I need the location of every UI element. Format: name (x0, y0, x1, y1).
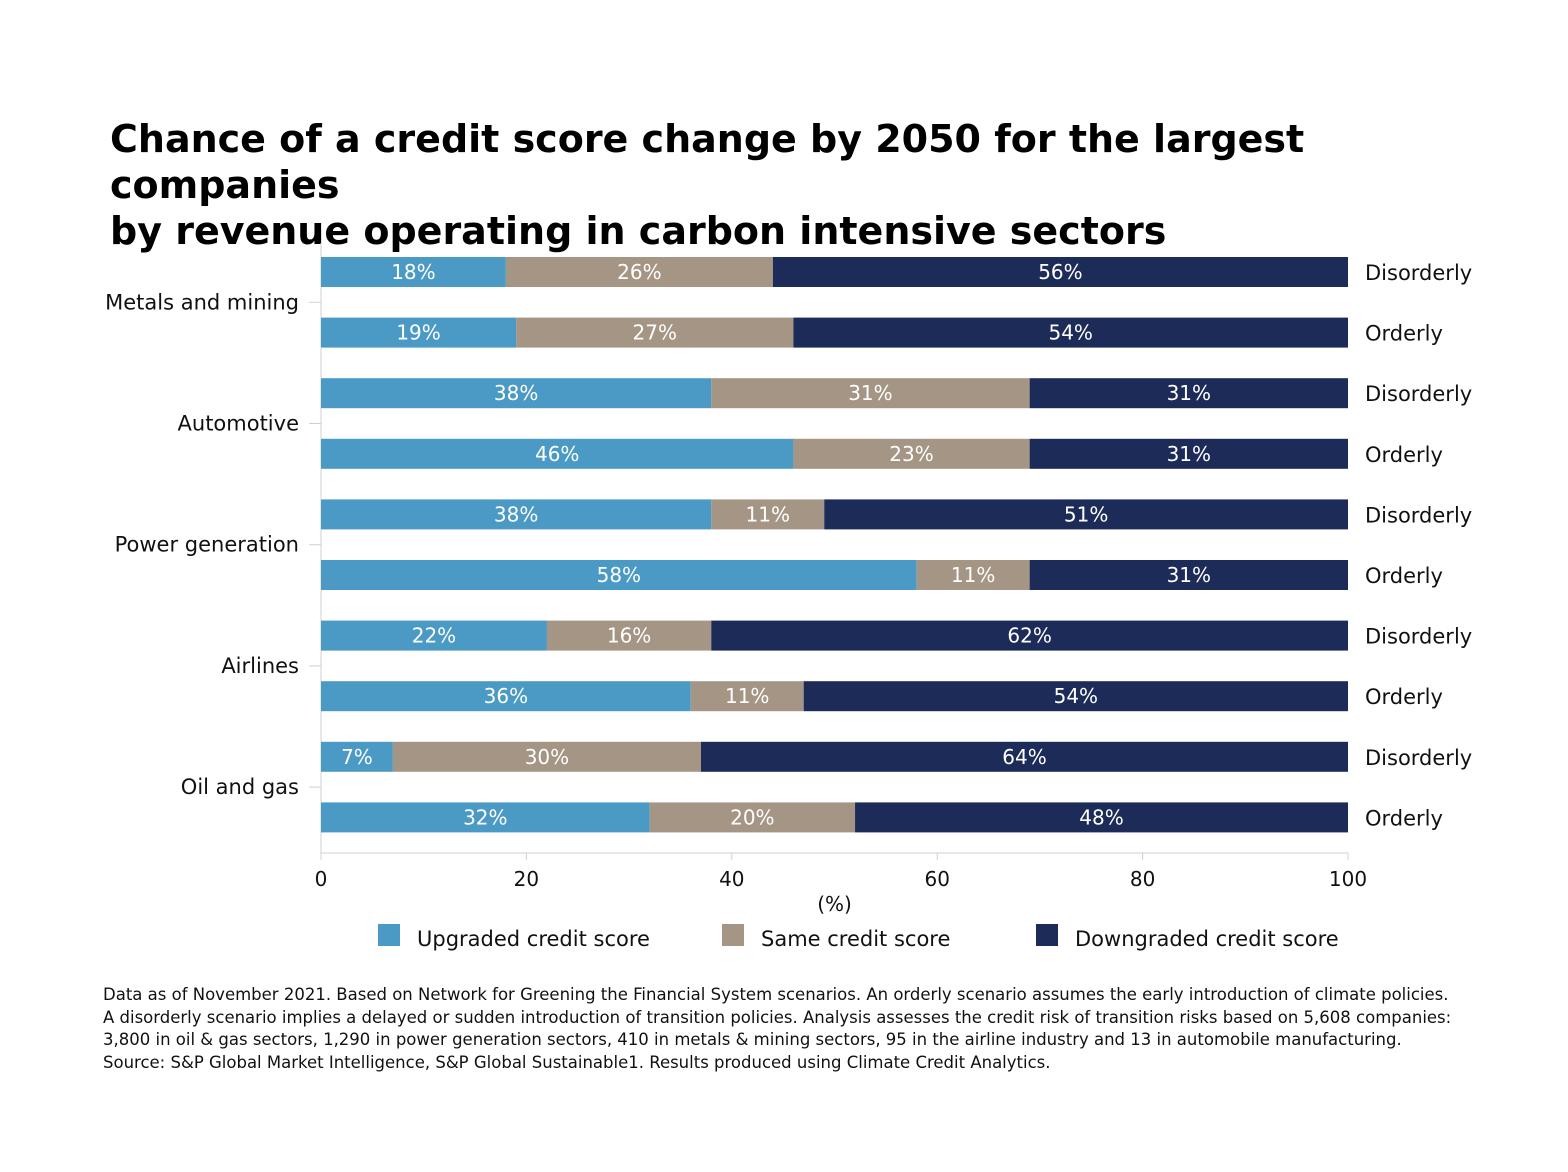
category-label: Oil and gas (181, 775, 299, 799)
footnote-line-1: Data as of November 2021. Based on Netwo… (103, 985, 1449, 1004)
bar-segment-upgraded-credit-score (321, 560, 917, 590)
footnote-line-4: Source: S&P Global Market Intelligence, … (103, 1052, 1051, 1072)
bar-segment-downgraded-credit-score (793, 317, 1348, 348)
bar-segment-same-credit-score (916, 560, 1030, 590)
scenario-label: Disorderly (1365, 746, 1472, 770)
legend-swatch (378, 924, 400, 946)
bar-segment-downgraded-credit-score (711, 620, 1348, 651)
bar-segment-upgraded-credit-score (321, 438, 794, 469)
bar-data-label: 11% (725, 684, 769, 708)
bar-segment-downgraded-credit-score (1029, 378, 1348, 409)
bar-segment-downgraded-credit-score (772, 257, 1348, 287)
bar-data-label: 26% (617, 260, 661, 284)
bar-segment-upgraded-credit-score (321, 378, 712, 409)
category-label: Power generation (115, 533, 299, 557)
legend-label: Downgraded credit score (1075, 927, 1339, 951)
bar-data-label: 31% (1167, 442, 1211, 466)
legend-swatch (1036, 924, 1058, 946)
bar-segment-upgraded-credit-score (321, 317, 517, 348)
bar-segment-downgraded-credit-score (1029, 560, 1348, 590)
bar-data-label: 54% (1048, 321, 1092, 345)
bar-data-label: 46% (535, 442, 579, 466)
bar-data-label: 18% (391, 260, 435, 284)
chart-title-line-1: Chance of a credit score change by 2050 … (110, 117, 1305, 207)
bar-data-label: 23% (889, 442, 933, 466)
category-label: Airlines (221, 654, 299, 678)
scenario-label: Disorderly (1365, 382, 1472, 406)
scenario-label: Orderly (1365, 685, 1443, 709)
x-tick-label: 0 (315, 867, 328, 891)
bar-segment-same-credit-score (711, 499, 825, 530)
scenario-label: Disorderly (1365, 503, 1472, 527)
bar-data-label: 31% (1167, 563, 1211, 587)
bar-data-label: 7% (341, 745, 373, 769)
bar-segment-upgraded-credit-score (321, 620, 547, 651)
chart-title: Chance of a credit score change by 2050 … (110, 116, 1490, 254)
scenario-label: Disorderly (1365, 625, 1472, 649)
bar-data-label: 11% (746, 502, 790, 526)
scenario-label: Orderly (1365, 322, 1443, 346)
scenario-label: Orderly (1365, 564, 1443, 588)
bar-segment-same-credit-score (690, 681, 804, 712)
x-tick-label: 100 (1329, 867, 1367, 891)
chart-title-line-2: by revenue operating in carbon intensive… (110, 209, 1167, 253)
category-label: Metals and mining (105, 290, 299, 314)
bar-data-label: 32% (463, 805, 507, 829)
bar-data-label: 20% (730, 805, 774, 829)
bar-data-label: 38% (494, 381, 538, 405)
bar-data-label: 22% (412, 624, 456, 648)
bar-data-label: 31% (1167, 381, 1211, 405)
bar-segment-same-credit-score (516, 317, 794, 348)
bar-segment-same-credit-score (711, 378, 1030, 409)
footnote-line-2: A disorderly scenario implies a delayed … (103, 1007, 1452, 1027)
bar-segment-upgraded-credit-score (321, 499, 712, 530)
bar-data-label: 30% (525, 745, 569, 769)
footnote-line-3: 3,800 in oil & gas sectors, 1,290 in pow… (103, 1030, 1402, 1050)
bar-segment-same-credit-score (392, 741, 701, 772)
bar-segment-downgraded-credit-score (700, 741, 1348, 772)
bar-segment-downgraded-credit-score (1029, 438, 1348, 469)
bar-segment-same-credit-score (505, 257, 773, 287)
bar-data-label: 19% (396, 321, 440, 345)
bar-segment-same-credit-score (793, 438, 1030, 469)
x-tick-label: 60 (924, 867, 949, 891)
category-label: Automotive (178, 412, 299, 436)
scenario-label: Orderly (1365, 443, 1443, 467)
bar-segment-downgraded-credit-score (803, 681, 1348, 712)
x-axis-title: (%) (817, 892, 852, 916)
bar-data-label: 62% (1007, 624, 1051, 648)
x-tick-label: 20 (514, 867, 539, 891)
bar-data-label: 58% (597, 563, 641, 587)
bar-segment-upgraded-credit-score (321, 741, 393, 772)
bar-data-label: 16% (607, 624, 651, 648)
bar-data-label: 56% (1038, 260, 1082, 284)
legend-label: Same credit score (761, 927, 950, 951)
bar-data-label: 31% (848, 381, 892, 405)
bar-data-label: 11% (951, 563, 995, 587)
legend-label: Upgraded credit score (417, 927, 650, 951)
bar-segment-downgraded-credit-score (824, 499, 1348, 530)
bar-data-label: 51% (1064, 502, 1108, 526)
bar-segment-same-credit-score (546, 620, 712, 651)
bar-data-label: 38% (494, 502, 538, 526)
scenario-label: Disorderly (1365, 261, 1472, 285)
bar-segment-downgraded-credit-score (855, 802, 1348, 833)
footnote: Data as of November 2021. Based on Netwo… (103, 984, 1503, 1074)
bar-data-label: 54% (1054, 684, 1098, 708)
bar-data-label: 36% (484, 684, 528, 708)
bar-segment-upgraded-credit-score (321, 681, 691, 712)
scenario-label: Orderly (1365, 806, 1443, 830)
x-tick-label: 80 (1130, 867, 1155, 891)
bar-data-label: 27% (633, 321, 677, 345)
x-tick-label: 40 (719, 867, 744, 891)
bar-data-label: 64% (1002, 745, 1046, 769)
legend-swatch (722, 924, 744, 946)
bar-data-label: 48% (1079, 805, 1123, 829)
bar-segment-same-credit-score (649, 802, 856, 833)
bar-segment-upgraded-credit-score (321, 257, 506, 287)
bar-segment-upgraded-credit-score (321, 802, 650, 833)
